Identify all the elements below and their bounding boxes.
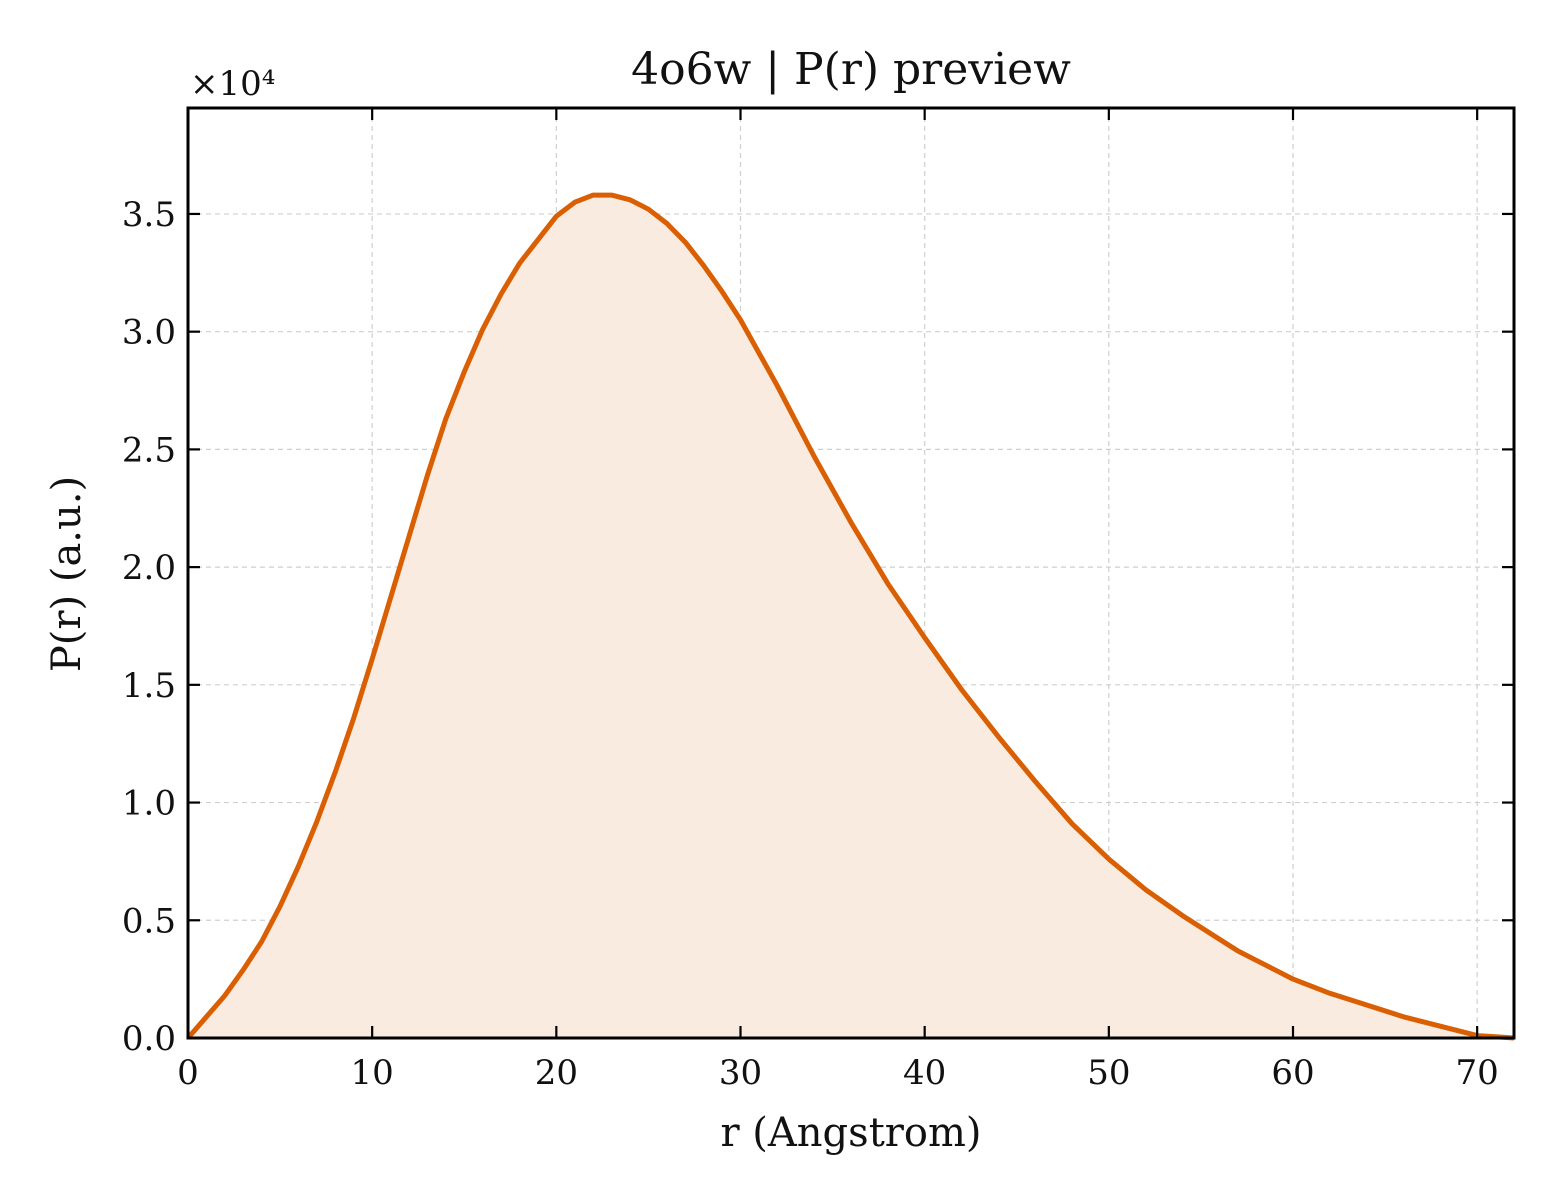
x-tick-label: 30 — [719, 1053, 762, 1093]
x-tick-label: 0 — [177, 1053, 199, 1093]
pr-line — [186, 192, 1515, 1041]
y-axis-label: P(r) (a.u.) — [44, 476, 90, 672]
x-tick-label: 20 — [535, 1053, 578, 1093]
y-tick-label: 3.0 — [122, 313, 176, 353]
y-tick-label: 1.0 — [122, 784, 176, 824]
plot-frame — [186, 106, 1516, 1040]
y-tick-label: 2.0 — [122, 548, 176, 588]
pr-area-fill — [188, 195, 1514, 1039]
x-tick-label: 50 — [1087, 1053, 1130, 1093]
x-tick-label: 60 — [1271, 1053, 1314, 1093]
y-tick-label: 3.5 — [122, 195, 176, 235]
y-axis-offset-label: ×10⁴ — [190, 64, 275, 104]
y-tick-label: 0.5 — [122, 901, 176, 941]
chart-title: 4o6w | P(r) preview — [631, 44, 1071, 95]
x-tick-label: 70 — [1456, 1053, 1499, 1093]
y-tick-label: 1.5 — [122, 666, 176, 706]
y-tick-label: 2.5 — [122, 430, 176, 470]
x-tick-label: 10 — [351, 1053, 394, 1093]
x-tick-label: 40 — [903, 1053, 946, 1093]
ticks: 0 10 20 30 40 50 60 70 0.0 0.5 1.0 1.5 2.0 2.5 3.0 3.5 — [122, 108, 1514, 1093]
x-axis-label: r (Angstrom) — [720, 1110, 981, 1156]
y-tick-label: 0.0 — [122, 1019, 176, 1059]
